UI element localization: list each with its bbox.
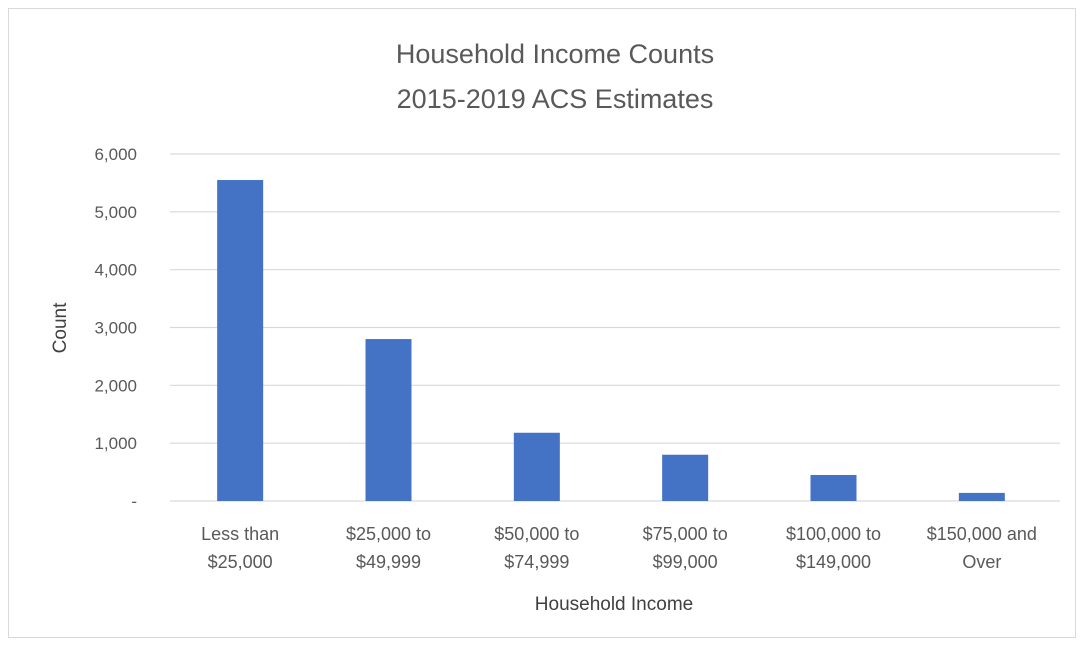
bars [217,180,1005,501]
bar [958,492,1005,501]
y-tick-label: 6,000 [94,145,137,164]
y-tick-label: 4,000 [94,261,137,280]
x-category-label: Over [962,552,1001,572]
bar [365,339,412,501]
bar [662,454,709,501]
x-category-label: $149,000 [796,552,871,572]
y-tick-label: 3,000 [94,319,137,338]
bar [513,432,560,501]
x-category-label: $75,000 to [643,524,728,544]
x-category-label: $50,000 to [494,524,579,544]
x-category-label: $25,000 to [346,524,431,544]
chart-frame [8,8,1076,638]
chart-title-line-1: Household Income Counts [396,39,714,69]
y-axis-tick-labels: - 1,000 2,000 3,000 4,000 5,000 6,000 [94,145,137,511]
x-category-label: $74,999 [504,552,569,572]
y-axis-title: Count [50,302,71,353]
chart-title: Household Income Counts 2015-2019 ACS Es… [396,39,714,114]
x-category-label: $150,000 and [927,524,1037,544]
x-category-label: Less than [201,524,279,544]
x-axis-category-labels: Less than $25,000 $25,000 to $49,999 $50,000… [201,524,1037,572]
y-tick-label: - [131,492,137,511]
chart-title-line-2: 2015-2019 ACS Estimates [397,84,714,114]
gridlines [170,153,1060,502]
y-tick-label: 1,000 [94,434,137,453]
bar [810,474,857,501]
y-tick-label: 5,000 [94,203,137,222]
bar [217,180,264,501]
x-category-label: $100,000 to [786,524,881,544]
x-axis-title: Household Income [535,594,693,615]
x-category-label: $99,000 [653,552,718,572]
y-tick-label: 2,000 [94,376,137,395]
x-category-label: $25,000 [208,552,273,572]
x-category-label: $49,999 [356,552,421,572]
